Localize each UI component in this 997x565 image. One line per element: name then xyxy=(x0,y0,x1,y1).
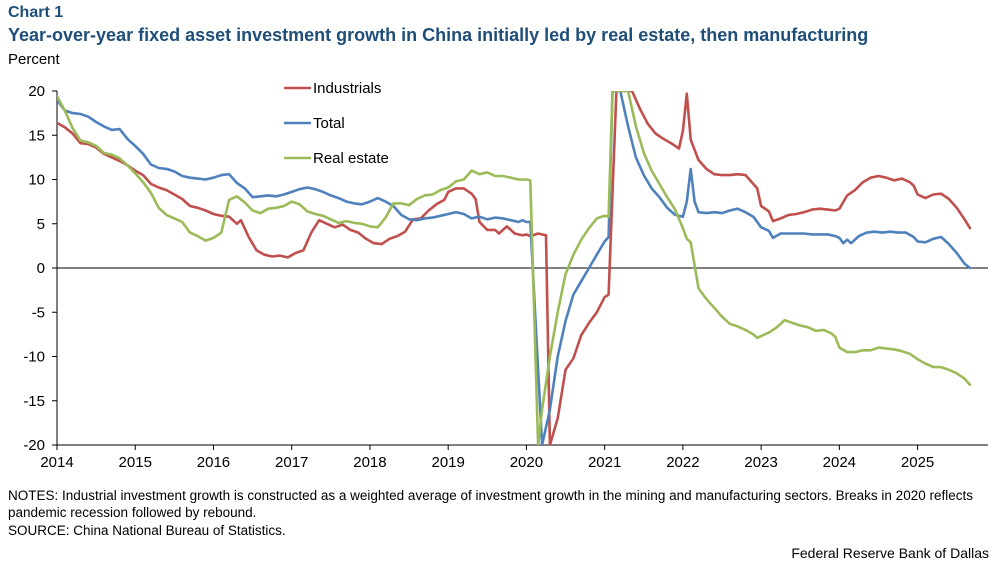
x-tick-label: 2019 xyxy=(431,454,464,471)
series-line-total xyxy=(57,91,972,445)
y-axis-unit-label: Percent xyxy=(8,51,60,68)
series-line-real-estate xyxy=(57,91,972,445)
x-tick-label: 2020 xyxy=(510,454,543,471)
chart-title: Year-over-year fixed asset investment gr… xyxy=(8,25,869,45)
x-tick-label: 2022 xyxy=(666,454,699,471)
x-tick-label: 2017 xyxy=(275,454,308,471)
y-tick-label: -20 xyxy=(23,437,45,454)
x-tick-label: 2018 xyxy=(353,454,386,471)
chart-label: Chart 1 xyxy=(8,4,64,21)
y-tick-label: 0 xyxy=(37,260,45,277)
legend-label-real-estate: Real estate xyxy=(313,150,389,167)
y-tick-label: 10 xyxy=(28,172,45,189)
axes-layer: -20 -15 -10 -5 0 5 10 15 20 2014 2015 2016 2017 2018 2… xyxy=(23,83,988,471)
x-tick-label: 2015 xyxy=(119,454,152,471)
series-layer xyxy=(57,91,972,445)
x-tick-label: 2021 xyxy=(588,454,621,471)
x-tick-label: 2014 xyxy=(40,454,73,471)
y-tick-label: -15 xyxy=(23,393,45,410)
chart-notes: NOTES: Industrial investment growth is c… xyxy=(8,488,973,520)
legend-label-industrials: Industrials xyxy=(313,80,381,97)
series-line-industrials xyxy=(57,91,972,445)
x-tick-label: 2023 xyxy=(744,454,777,471)
publisher-credit: Federal Reserve Bank of Dallas xyxy=(791,545,989,561)
y-tick-label: 20 xyxy=(28,83,45,100)
y-tick-label: -5 xyxy=(32,304,45,321)
x-tick-label: 2024 xyxy=(823,454,856,471)
line-chart: -20 -15 -10 -5 0 5 10 15 20 2014 2015 2016 2017 2018 2… xyxy=(23,80,988,471)
x-tick-label: 2025 xyxy=(901,454,934,471)
y-tick-label: 5 xyxy=(37,216,45,233)
y-tick-label: 15 xyxy=(28,127,45,144)
x-tick-label: 2016 xyxy=(197,454,230,471)
chart-source: SOURCE: China National Bureau of Statist… xyxy=(8,523,286,538)
y-tick-label: -10 xyxy=(23,349,45,366)
legend: Industrials Total Real estate xyxy=(284,80,389,167)
legend-label-total: Total xyxy=(313,115,345,132)
